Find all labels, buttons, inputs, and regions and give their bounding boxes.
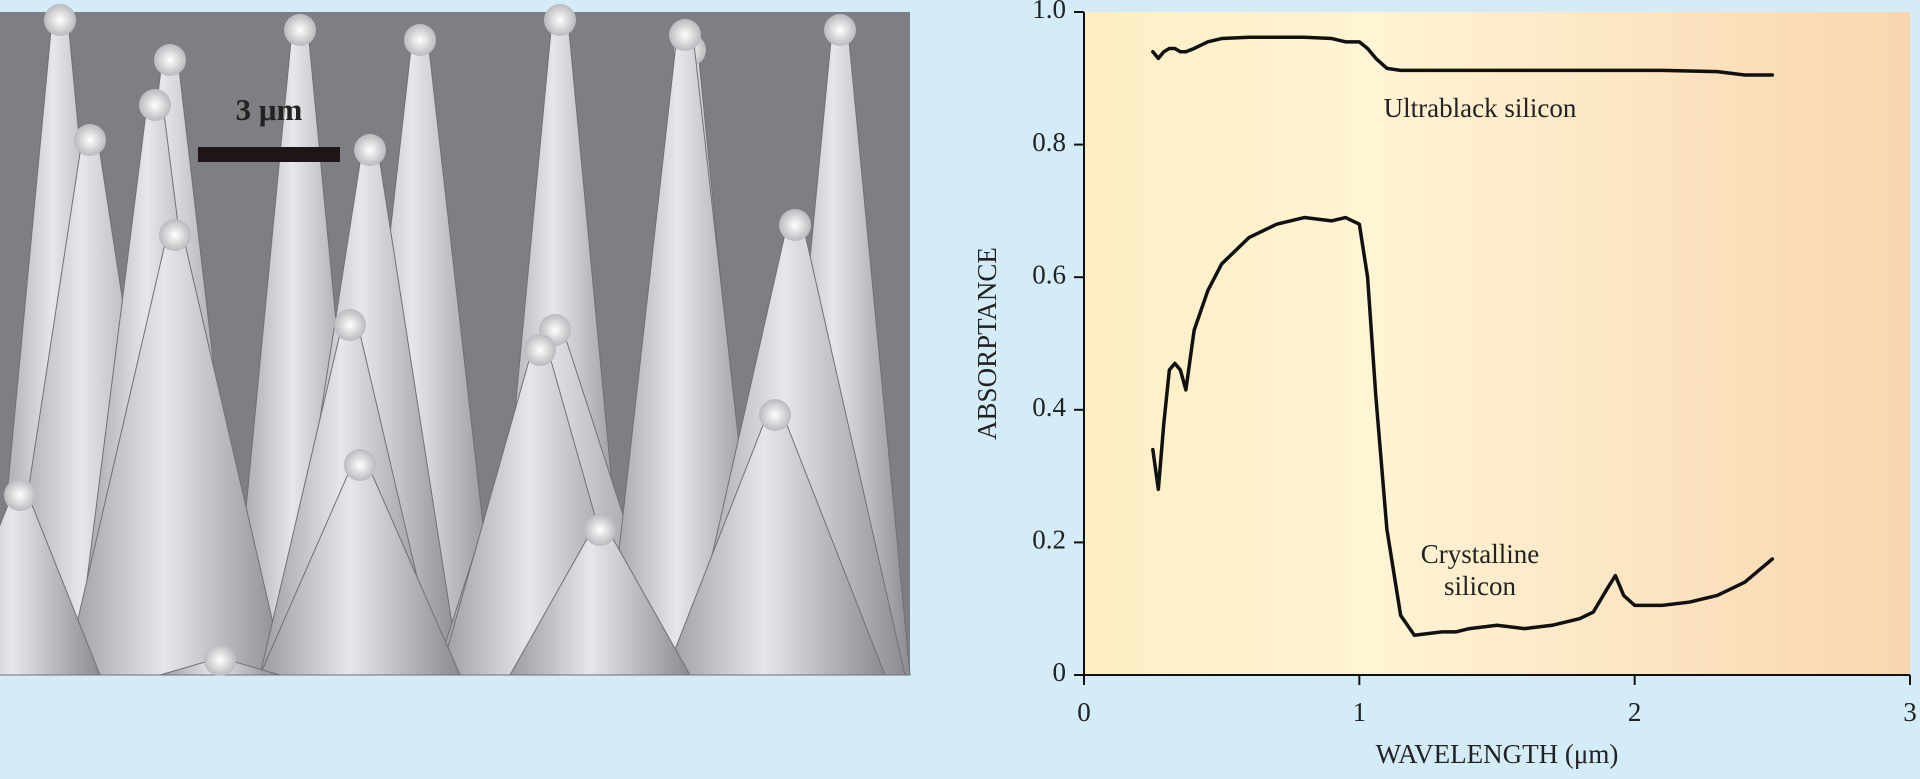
cone-tip bbox=[139, 89, 171, 121]
series-label-text: Crystalline silicon bbox=[1420, 539, 1540, 602]
cone-tip bbox=[404, 24, 436, 56]
cone-tip bbox=[584, 514, 616, 546]
cone-tip bbox=[524, 334, 556, 366]
cone-tip bbox=[334, 309, 366, 341]
cone-tip bbox=[159, 219, 191, 251]
y-tick-label: 1.0 bbox=[1032, 0, 1066, 24]
y-axis-label: ABSORPTANCE bbox=[972, 247, 1002, 440]
cone-tip bbox=[354, 134, 386, 166]
cone-tip bbox=[204, 644, 236, 676]
x-tick-label: 0 bbox=[1077, 697, 1091, 727]
cone-tip bbox=[44, 4, 76, 36]
series-label: Crystalline silicon bbox=[1420, 539, 1540, 602]
cone-tip bbox=[154, 44, 186, 76]
cone-tip bbox=[74, 124, 106, 156]
cone-tip bbox=[544, 4, 576, 36]
scale-bar bbox=[198, 147, 340, 162]
x-tick-label: 2 bbox=[1628, 697, 1642, 727]
series-label: Ultrablack silicon bbox=[1383, 93, 1577, 123]
y-tick-label: 0.4 bbox=[1032, 392, 1066, 422]
y-tick-label: 0.8 bbox=[1032, 127, 1066, 157]
scale-label: 3 μm bbox=[236, 92, 303, 127]
cone-tip bbox=[759, 399, 791, 431]
cone-tip bbox=[824, 14, 856, 46]
micrograph: 3 μm bbox=[0, 4, 911, 676]
series-line bbox=[1151, 35, 1775, 77]
cone-tip bbox=[4, 479, 36, 511]
cone-tip bbox=[669, 19, 701, 51]
series-line bbox=[1151, 215, 1775, 637]
series-label-text: Ultrablack silicon bbox=[1383, 93, 1577, 123]
cone-tip bbox=[344, 449, 376, 481]
cone-tip bbox=[284, 14, 316, 46]
y-tick-label: 0 bbox=[1053, 657, 1067, 687]
x-tick-label: 3 bbox=[1903, 697, 1917, 727]
plot-area bbox=[1084, 12, 1910, 675]
y-tick-label: 0.6 bbox=[1032, 259, 1066, 289]
y-tick-label: 0.2 bbox=[1032, 525, 1066, 555]
x-tick-label: 1 bbox=[1353, 697, 1367, 727]
x-axis-label: WAVELENGTH (μm) bbox=[1376, 739, 1619, 769]
cone-tip bbox=[779, 209, 811, 241]
